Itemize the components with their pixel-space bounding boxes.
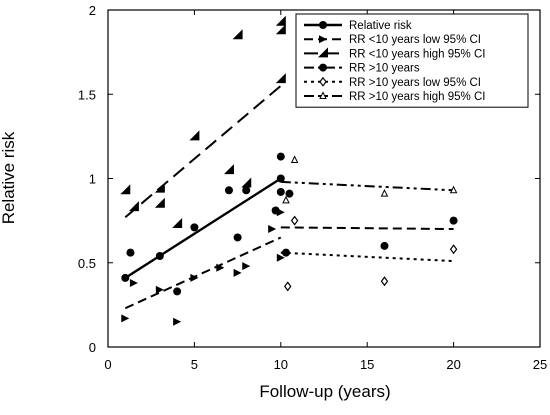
data-point-s0-p4 [190,223,199,232]
data-point-s1-p7 [242,262,251,271]
data-point-s1-p2 [155,285,164,294]
fit-line-series-0 [124,177,282,279]
data-point-s1-p6 [233,268,242,277]
data-point-s2-p6 [223,164,234,175]
y-tick-label: 0 [89,340,96,355]
data-point-s0-p10 [276,174,285,183]
legend-label-0: Relative risk [349,20,412,32]
data-point-s2-p0 [120,184,131,195]
legend-marker-2 [318,47,328,58]
data-point-s1-p9 [276,208,285,217]
data-point-s1-p4 [190,273,199,282]
data-point-s5-p2 [380,189,389,197]
x-tick-label: 0 [104,357,111,372]
legend-label-3: RR >10 years [349,63,420,75]
data-point-s3-p0 [281,248,290,257]
data-point-s3-p1 [380,241,389,250]
data-point-s2-p2 [154,197,165,208]
y-axis-ticks: 0 0.5 1 1.5 2 [78,3,540,355]
data-point-s0-p9 [276,187,285,196]
data-point-s4-p1 [290,215,299,226]
data-point-s0-p3 [173,287,182,296]
legend: Relative risk RR <10 years low 95% CI RR <… [295,13,529,108]
data-point-s1-p1 [129,278,138,287]
data-points [120,15,458,326]
legend-label-4: RR >10 years low 95% CI [349,77,481,89]
data-point-s2-p5 [189,130,200,141]
data-point-s2-p11 [275,24,286,35]
y-tick-label: 0.5 [78,256,96,271]
fit-line-series-5 [280,180,454,192]
data-point-s1-p3 [173,317,182,326]
data-point-s0-p5 [224,186,233,195]
x-axis-ticks: 0 5 10 15 20 25 [104,10,547,372]
data-point-s2-p8 [232,29,243,40]
x-tick-label: 25 [533,357,547,372]
legend-label-2: RR <10 years high 95% CI [349,48,485,60]
legend-marker-4 [319,76,327,87]
data-point-s4-p0 [283,281,292,292]
data-point-s2-p9 [275,73,286,84]
fit-line-series-1 [124,236,282,310]
data-point-s4-p3 [449,244,458,255]
fit-line-series-4 [280,251,454,263]
data-point-s0-p12 [285,189,294,198]
y-tick-label: 1 [89,172,96,187]
data-point-s0-p2 [155,252,164,261]
data-point-s2-p7 [241,177,252,188]
data-point-s3-p2 [449,216,458,225]
fit-line-series-2 [124,85,282,219]
y-tick-label: 1.5 [78,87,96,102]
data-point-s1-p5 [216,263,225,272]
data-point-s0-p1 [126,248,135,257]
y-axis-label: Relative risk [0,131,18,224]
fit-lines [124,85,454,310]
fit-line-extra-0 [280,226,454,231]
data-point-s5-p3 [449,185,458,194]
legend-label-5: RR >10 years high 95% CI [349,91,485,103]
legend-marker-1 [319,35,327,44]
data-point-s2-p10 [275,15,286,26]
data-point-s5-p1 [290,155,299,163]
x-tick-label: 15 [360,357,374,372]
data-point-s0-p6 [233,233,242,242]
x-axis-label: Follow-up (years) [259,382,390,401]
data-point-s0-p7 [242,186,251,195]
legend-marker-3 [319,63,327,72]
data-point-s1-p10 [276,253,285,262]
data-point-s2-p4 [172,217,183,228]
legend-label-1: RR <10 years low 95% CI [349,34,481,46]
x-tick-label: 10 [274,357,288,372]
data-point-s1-p0 [121,314,130,323]
x-tick-label: 5 [191,357,198,372]
x-tick-label: 20 [446,357,460,372]
data-point-s0-p11 [276,152,285,161]
legend-marker-5 [319,91,327,99]
data-point-s2-p1 [128,201,139,212]
data-point-s1-p8 [268,225,277,234]
data-point-s4-p2 [380,276,389,287]
data-point-s5-p0 [282,195,290,204]
legend-marker-0 [319,21,327,29]
y-tick-label: 2 [89,3,96,18]
data-point-s0-p0 [121,273,130,282]
legend-box [295,13,529,108]
data-point-s2-p3 [154,182,165,193]
